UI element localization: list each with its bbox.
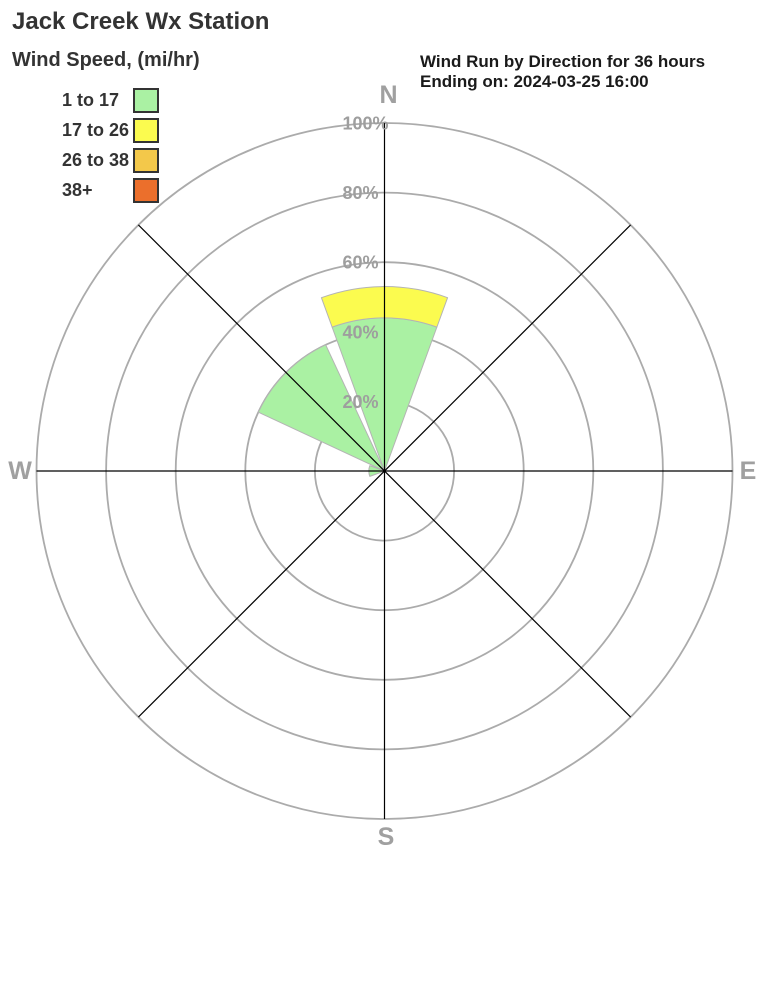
legend-swatch-orange — [133, 147, 159, 173]
legend-swatch-yellow — [133, 117, 159, 143]
legend-swatch-dark-orange — [133, 177, 159, 203]
chart-header: Wind Run by Direction for 36 hours Endin… — [420, 52, 705, 91]
legend-swatch-green — [133, 87, 159, 113]
wind-petals — [257, 286, 449, 477]
page-title: Jack Creek Wx Station — [12, 8, 270, 35]
axis-northeast-southwest — [137, 224, 632, 718]
legend-item-label: 38+ — [62, 179, 93, 200]
chart-header-line2: Ending on: 2024-03-25 16:00 — [420, 71, 649, 91]
wind-speed-legend: 1 to 17 17 to 26 26 to 38 38+ — [62, 85, 159, 205]
polar-axes — [36, 123, 733, 819]
compass-labels: N E S W — [8, 81, 756, 851]
ring-label: 60% — [343, 253, 379, 273]
legend-item-label: 17 to 26 — [62, 119, 130, 140]
legend-item: 26 to 38 — [62, 145, 159, 175]
legend-item-label: 26 to 38 — [62, 149, 130, 170]
ring-label: 100% — [343, 114, 389, 134]
legend-item: 38+ — [62, 175, 159, 205]
compass-label-east: E — [740, 457, 757, 485]
chart-header-line1: Wind Run by Direction for 36 hours — [420, 52, 706, 71]
legend-item-label: 1 to 17 — [62, 89, 120, 110]
legend-item: 17 to 26 — [62, 115, 159, 145]
compass-label-west: W — [8, 457, 32, 485]
legend-title: Wind Speed, (mi/hr) — [12, 49, 200, 71]
legend-item: 1 to 17 — [62, 85, 159, 115]
ring-percent-labels: 20% 40% 60% 80% 100% — [343, 114, 389, 412]
compass-label-north: N — [379, 81, 397, 109]
ring-label: 40% — [343, 322, 379, 342]
ring-label: 20% — [343, 392, 379, 412]
ring-label: 80% — [343, 183, 379, 203]
compass-label-south: S — [378, 823, 395, 851]
